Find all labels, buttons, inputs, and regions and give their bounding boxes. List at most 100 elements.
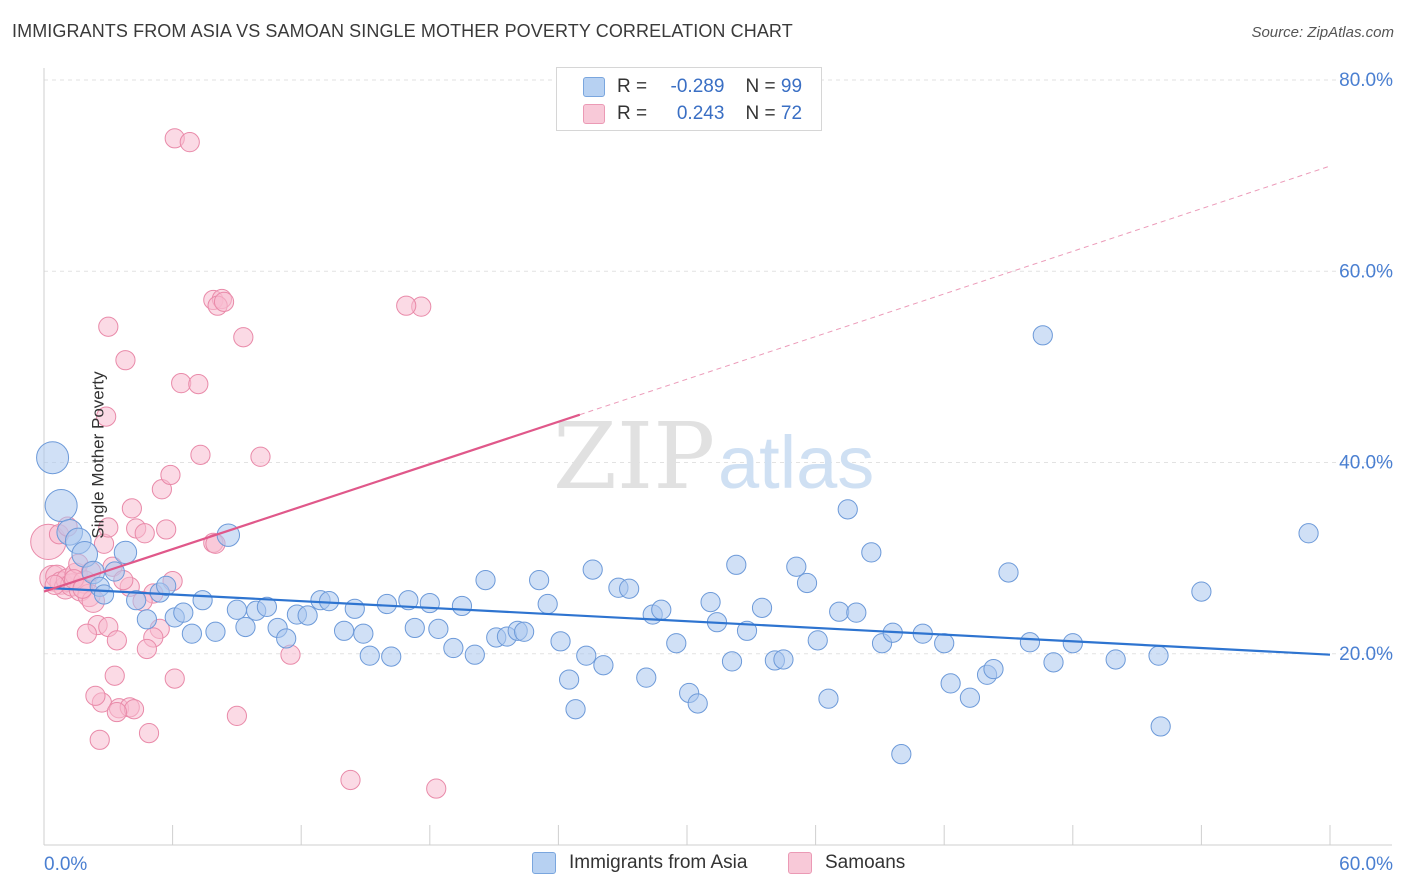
asia-point [93, 584, 115, 605]
asia-point [666, 633, 687, 654]
samoan-point [213, 291, 235, 312]
asia-point [173, 602, 194, 623]
asia-point [565, 699, 586, 720]
asia-point [353, 623, 374, 644]
legend-row-samoans: R = 0.243 N = 72 [583, 103, 802, 125]
legend-n-value-samoans: 72 [780, 103, 803, 124]
legend-r-label: R = [617, 76, 648, 97]
samoan-point [136, 638, 157, 660]
samoan-point [396, 295, 417, 316]
asia-point [537, 593, 558, 615]
asia-point [1062, 633, 1083, 654]
asia-point [786, 556, 807, 577]
samoan-trend-extension [579, 165, 1331, 416]
asia-point [619, 578, 640, 599]
asia-point [751, 597, 773, 618]
asia-swatch [583, 77, 605, 97]
asia-point [235, 616, 256, 638]
asia-point [773, 649, 794, 670]
asia-point [593, 655, 614, 676]
asia-point [736, 620, 758, 641]
samoan-point [250, 446, 271, 467]
y-tick-label: 60.0% [1339, 261, 1393, 282]
asia-point [1043, 652, 1064, 673]
asia-point [36, 441, 70, 475]
asia-point [126, 590, 147, 611]
asia-point [256, 596, 278, 617]
y-axis-label: Single Mother Poverty [88, 371, 108, 539]
asia-point [443, 637, 464, 659]
asia-point [419, 592, 440, 614]
y-tick-label: 40.0% [1339, 453, 1393, 474]
asia-point [700, 592, 721, 613]
samoan-point [98, 517, 119, 538]
asia-point [156, 575, 177, 596]
asia-point [44, 489, 78, 523]
samoan-point [76, 623, 97, 644]
asia-point [344, 598, 365, 619]
asia-point [181, 623, 202, 644]
legend-item-samoans: Samoans [788, 852, 905, 874]
correlation-legend: R = -0.289 N = 99 R = 0.243 N = 72 [556, 67, 822, 131]
chart-title: IMMIGRANTS FROM ASIA VS SAMOAN SINGLE MO… [12, 21, 793, 41]
watermark-atlas: atlas [718, 421, 874, 504]
legend-r-label: R = [617, 103, 648, 124]
samoan-point [188, 373, 209, 395]
samoan-point [134, 523, 155, 544]
source-label: Source: ZipAtlas.com [1251, 24, 1394, 41]
samoan-point [89, 729, 110, 750]
asia-point [726, 554, 747, 575]
asia-legend-swatch [532, 852, 556, 874]
samoan-point [123, 699, 145, 720]
legend-r-value-samoans: 0.243 [676, 103, 725, 124]
asia-point [861, 542, 882, 563]
legend-n-label: N = [745, 103, 776, 124]
asia-point [514, 621, 535, 642]
asia-point [636, 667, 657, 688]
asia-point [934, 633, 955, 654]
asia-point [651, 599, 672, 620]
asia-point [582, 559, 603, 580]
samoan-point [233, 327, 254, 348]
asia-point [1298, 523, 1319, 544]
asia-point [381, 646, 402, 667]
asia-point [983, 658, 1004, 680]
samoan-point [85, 685, 106, 706]
asia-point [807, 630, 828, 651]
samoan-point [190, 444, 211, 465]
asia-point [359, 645, 380, 666]
asia-point [529, 570, 550, 591]
asia-point [376, 593, 398, 615]
samoan-point [121, 498, 142, 519]
samoan-point [106, 701, 127, 723]
samoans-swatch [583, 104, 605, 124]
samoan-point [156, 519, 177, 540]
legend-r-value-asia: -0.289 [670, 76, 725, 97]
samoan-point [104, 665, 125, 686]
asia-point [576, 645, 597, 666]
asia-point [940, 673, 961, 694]
asia-point [428, 618, 449, 639]
asia-point [1105, 649, 1126, 670]
asia-point [837, 499, 858, 520]
asia-point [959, 687, 981, 708]
samoan-point [115, 350, 136, 371]
asia-point [687, 693, 708, 714]
legend-n-value-asia: 99 [780, 76, 803, 97]
asia-point [398, 590, 419, 611]
asia-point [297, 605, 318, 626]
asia-point [796, 572, 818, 594]
asia-point [1032, 325, 1053, 346]
asia-point [998, 562, 1019, 583]
y-tick-label: 80.0% [1339, 70, 1393, 91]
asia-point [1019, 632, 1041, 653]
samoan-point [171, 373, 192, 394]
asia-point [404, 617, 425, 639]
legend-row-asia: R = -0.289 N = 99 [583, 76, 802, 98]
asia-point [1150, 716, 1171, 737]
asia-point [846, 602, 867, 623]
samoan-point [340, 769, 361, 791]
asia-point [1191, 581, 1212, 602]
y-tick-label: 20.0% [1339, 644, 1393, 665]
asia-point [451, 595, 473, 617]
